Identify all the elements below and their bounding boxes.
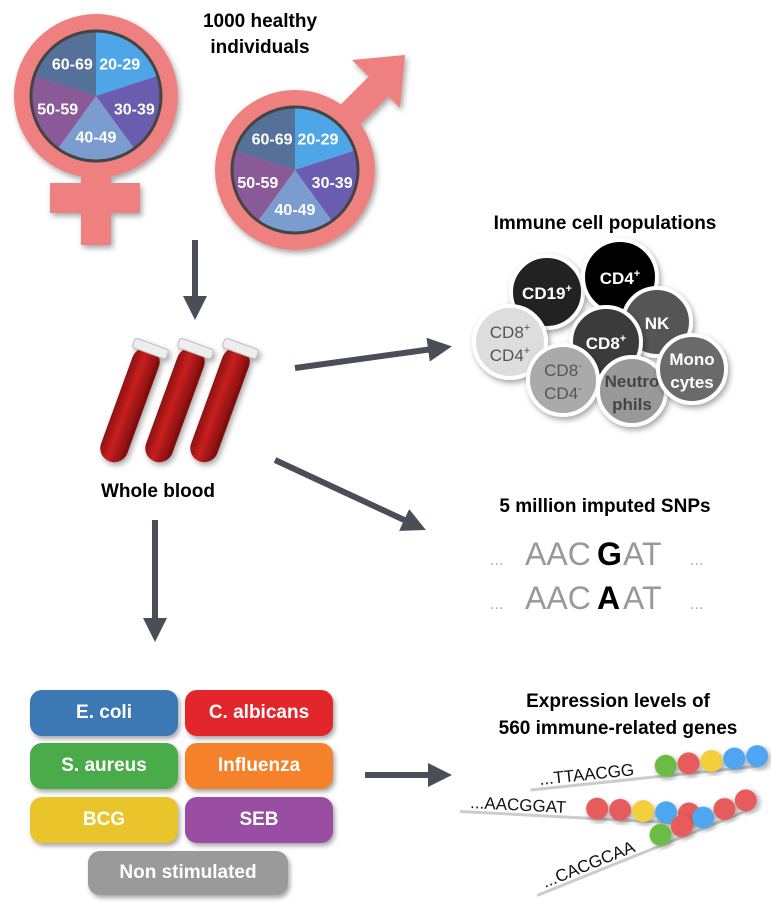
arrow-to-immune <box>294 337 452 371</box>
cell-neutrophils: Neutro phils <box>596 355 668 427</box>
seq-pre: AAC <box>525 536 591 572</box>
expression-bead <box>692 806 715 829</box>
age-slice-50-59 <box>30 75 96 149</box>
expression-bead <box>655 801 678 824</box>
age-label: 30-39 <box>114 101 155 118</box>
age-slice-40-49 <box>257 170 333 234</box>
svg-text:CD4-: CD4- <box>544 383 582 403</box>
immune-cell-cluster: CD19+ CD4+ NK CD8+ CD8+ CD4+ CD8- CD4- Neutro phi… <box>472 238 728 427</box>
expression-strand: ...AACGGAT <box>459 793 701 826</box>
expression-strands: ...TTAACGG...AACGGAT ...CACGCAA <box>459 745 769 897</box>
male-age-pie: 20-29 30-39 40-49 50-59 60-69 <box>230 105 360 235</box>
cohort-title-line2: individuals <box>210 37 309 58</box>
svg-text:NK: NK <box>645 314 670 333</box>
stimulus-non-stimulated: Non stimulated <box>88 851 288 895</box>
cell-cd8+cd4+: CD8+ CD4+ <box>472 304 548 380</box>
snp-sequence-2: ... AAC A AT ... <box>490 580 703 616</box>
arrow-to-snps <box>273 457 426 531</box>
age-slice-30-39 <box>295 150 358 221</box>
expression-bead <box>677 752 700 775</box>
age-slice-60-69 <box>34 31 96 96</box>
expression-bead <box>746 745 769 768</box>
svg-text:Mono: Mono <box>669 350 714 369</box>
expression-bead <box>670 815 693 838</box>
stimulus-influenza: Influenza <box>185 743 333 789</box>
age-label: 50-59 <box>237 175 278 192</box>
svg-text:cytes: cytes <box>670 373 713 392</box>
immune-title: Immune cell populations <box>494 213 717 234</box>
cohort-title-line1: 1000 healthy <box>203 11 317 32</box>
svg-text:CD4+: CD4+ <box>490 345 530 365</box>
seq-post: AT <box>623 536 662 572</box>
expression-bead <box>734 789 757 812</box>
age-label: 50-59 <box>37 101 78 118</box>
stimulus-seb: SEB <box>185 797 333 843</box>
expression-strand: ...TTAACGG <box>530 745 769 792</box>
snps-title: 5 million imputed SNPs <box>499 496 710 517</box>
svg-text:CD8+: CD8+ <box>490 322 530 342</box>
expression-bead <box>632 800 655 823</box>
stimulus-s-aureus: S. aureus <box>30 743 178 789</box>
age-label: 20-29 <box>99 56 140 73</box>
age-label: 40-49 <box>275 202 316 219</box>
svg-text:CD19+: CD19+ <box>522 283 572 303</box>
age-slice-50-59 <box>232 150 295 221</box>
svg-text:Neutro: Neutro <box>605 372 660 391</box>
expression-bead <box>586 797 609 820</box>
age-slice-20-29 <box>295 107 355 170</box>
blood-tubes-icon <box>100 338 259 463</box>
snp-allele: G <box>597 536 622 572</box>
stimulus-bcg: BCG <box>30 797 178 843</box>
pie-outline <box>29 29 163 163</box>
snp-allele: A <box>597 580 620 616</box>
svg-text:CD8+: CD8+ <box>586 333 626 353</box>
stimulus-c-albicans: C. albicans <box>185 690 333 736</box>
snp-sequence-1: ... AAC G AT ... <box>490 536 703 572</box>
age-slice-20-29 <box>96 31 158 96</box>
seq-pre: AAC <box>525 580 591 616</box>
age-slice-60-69 <box>235 107 295 170</box>
age-label: 60-69 <box>52 56 93 73</box>
expression-bead <box>649 823 672 846</box>
expression-title-line2: 560 immune-related genes <box>499 718 738 739</box>
cell-cd8-cd4-: CD8- CD4- <box>526 343 600 417</box>
age-label: 20-29 <box>297 131 338 148</box>
svg-text:CD8-: CD8- <box>544 360 582 380</box>
expression-bead <box>654 754 677 777</box>
dots-left: ... <box>490 596 503 613</box>
age-label: 40-49 <box>76 129 117 146</box>
age-slice-40-49 <box>57 96 135 162</box>
age-label: 30-39 <box>312 175 353 192</box>
stimulus-e-coli: E. coli <box>30 690 178 736</box>
age-label: 60-69 <box>252 131 293 148</box>
svg-text:CD4+: CD4+ <box>600 268 640 288</box>
expression-title-line1: Expression levels of <box>526 691 710 712</box>
svg-text:phils: phils <box>612 395 652 414</box>
dots-right: ... <box>690 596 703 613</box>
pie-outline <box>230 105 360 235</box>
cell-monocytes: Mono cytes <box>656 333 728 405</box>
age-slice-30-39 <box>96 75 162 149</box>
dots-left: ... <box>490 552 503 569</box>
whole-blood-label: Whole blood <box>101 481 215 502</box>
strand-sequence: ...CACGCAA <box>539 837 638 892</box>
dots-right: ... <box>690 552 703 569</box>
expression-bead <box>609 798 632 821</box>
seq-post: AT <box>623 580 662 616</box>
expression-bead <box>700 749 723 772</box>
expression-bead <box>723 747 746 770</box>
expression-bead <box>713 798 736 821</box>
female-age-pie: 20-29 30-39 40-49 50-59 60-69 <box>29 29 163 163</box>
